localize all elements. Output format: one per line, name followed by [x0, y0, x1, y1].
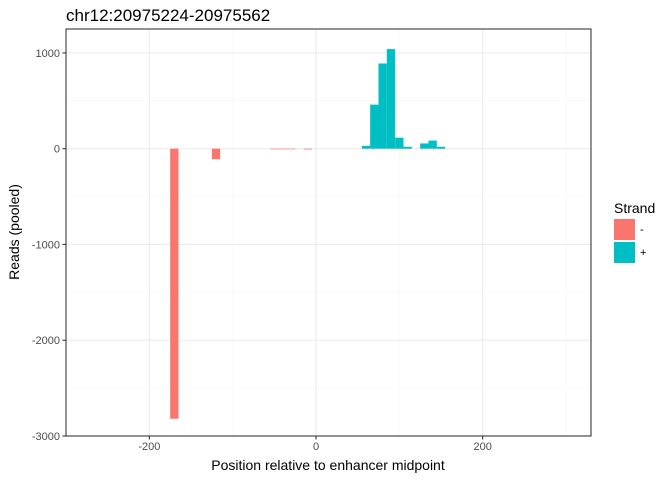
- bar-strand-plus: [395, 137, 404, 149]
- y-tick-label: -2000: [32, 335, 60, 347]
- x-tick-label: -200: [138, 441, 160, 453]
- chart-title: chr12:20975224-20975562: [66, 6, 270, 25]
- x-tick-label: 0: [313, 441, 319, 453]
- bar-strand-plus: [436, 146, 446, 149]
- y-tick-label: 0: [54, 144, 60, 156]
- bar-strand-minus: [286, 148, 296, 150]
- x-axis: -200 0 200: [138, 436, 492, 453]
- y-tick-label: 1000: [36, 48, 60, 60]
- legend-swatch: [614, 219, 635, 240]
- bar-strand-minus: [270, 148, 279, 150]
- panel-background: [66, 29, 591, 436]
- bars: [170, 49, 446, 419]
- bar-strand-minus: [278, 148, 287, 150]
- y-tick-label: -3000: [32, 431, 60, 443]
- x-tick-label: 200: [473, 441, 491, 453]
- legend-label: -: [640, 224, 644, 236]
- plot-panel: [65, 28, 592, 437]
- legend-items: -+: [614, 219, 646, 263]
- bar-strand-plus: [378, 63, 387, 149]
- minor-gridlines: [65, 29, 591, 436]
- y-tick-label: -1000: [32, 239, 60, 251]
- legend-title: Strand: [614, 200, 655, 216]
- legend-swatch: [614, 242, 635, 263]
- legend-label: +: [640, 247, 646, 259]
- y-axis-title: Reads (pooled): [6, 184, 22, 280]
- panel-border: [65, 28, 592, 437]
- bar-strand-plus: [370, 104, 379, 149]
- bar-strand-plus: [428, 140, 437, 149]
- bar-strand-plus: [386, 49, 396, 149]
- bar-strand-minus: [211, 148, 221, 160]
- y-axis: -3000 -2000 -1000 0 1000: [32, 48, 66, 443]
- bar-strand-plus: [361, 145, 371, 149]
- bar-strand-minus: [303, 148, 312, 150]
- x-axis-title: Position relative to enhancer midpoint: [211, 457, 445, 473]
- bar-strand-minus: [170, 148, 179, 419]
- bar-strand-plus: [420, 143, 429, 149]
- bar-strand-plus: [403, 146, 412, 149]
- legend: Strand -+: [614, 200, 655, 263]
